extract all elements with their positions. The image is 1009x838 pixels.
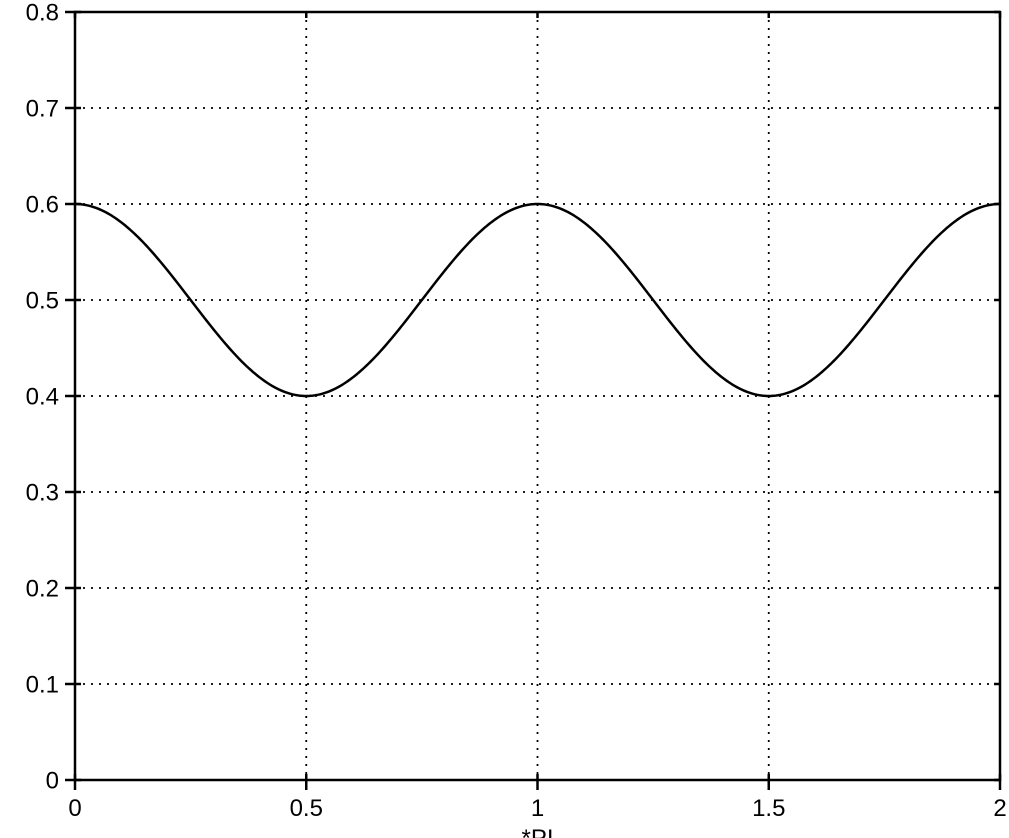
- y-tick-label: 0.5: [26, 287, 59, 314]
- y-tick-label: 0.2: [26, 575, 59, 602]
- y-tick-label: 0.7: [26, 95, 59, 122]
- x-axis-label: *PI: [521, 825, 553, 838]
- y-tick-label: 0: [46, 767, 59, 794]
- y-tick-label: 0.6: [26, 191, 59, 218]
- x-tick-label: 1.5: [752, 795, 785, 822]
- x-tick-label: 1: [531, 795, 544, 822]
- x-tick-label: 0: [68, 795, 81, 822]
- line-chart: 0 0.5 1 1.5 2 0 0.1 0.2 0.3 0.4 0.5 0.6 0.7 0.8 *PI: [0, 0, 1009, 838]
- x-tick-label: 0.5: [290, 795, 323, 822]
- y-tick-label: 0.1: [26, 671, 59, 698]
- y-tick-label: 0.4: [26, 383, 59, 410]
- y-tick-label: 0.8: [26, 0, 59, 26]
- chart-container: 0 0.5 1 1.5 2 0 0.1 0.2 0.3 0.4 0.5 0.6 0.7 0.8 *PI: [0, 0, 1009, 838]
- y-tick-label: 0.3: [26, 479, 59, 506]
- x-tick-label: 2: [993, 795, 1006, 822]
